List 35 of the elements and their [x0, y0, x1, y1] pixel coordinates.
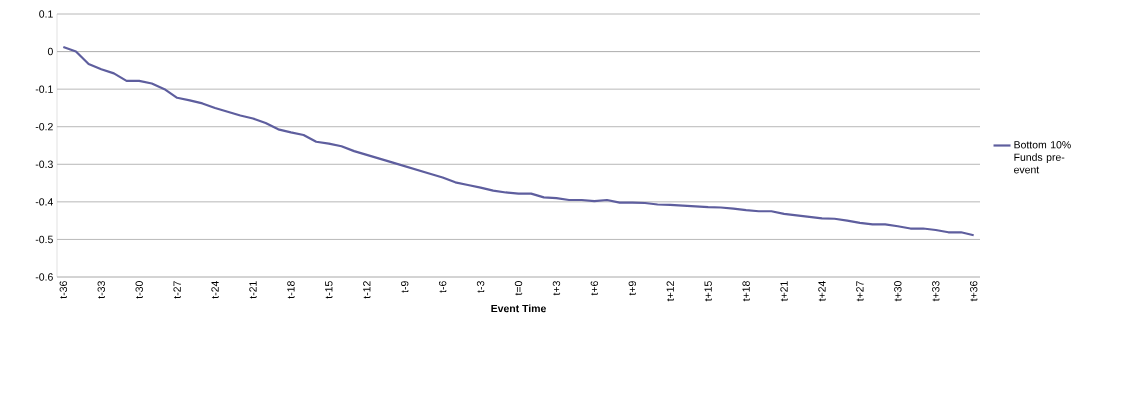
x-tick-label: t-21: [249, 281, 257, 299]
x-tick-label: t+18: [742, 281, 750, 302]
x-axis-title: Event Time: [491, 304, 546, 313]
x-tick-label: t+6: [590, 281, 599, 296]
x-tick-label: t-36: [59, 281, 68, 299]
x-tick-label: t-9: [401, 281, 409, 293]
legend-label: Bottom 10% Funds pre-event: [1014, 141, 1071, 174]
x-tick-label: t+12: [666, 281, 674, 302]
x-tick-label: t-27: [173, 281, 181, 299]
x-tick-label: t-6: [438, 281, 447, 293]
x-tick-label: t-15: [325, 281, 333, 299]
x-tick-label: t+24: [818, 281, 826, 302]
x-tick-label: t-24: [211, 281, 219, 299]
x-tick-label: t-18: [287, 281, 295, 299]
y-tick-label: 0: [47, 47, 53, 56]
x-tick-label: t+36: [969, 281, 978, 302]
x-tick-label: t-33: [97, 281, 105, 299]
x-tick-label: t-30: [135, 281, 143, 299]
x-tick-label: t+33: [932, 281, 940, 302]
y-tick-label: 0.1: [39, 10, 53, 18]
y-tick-label: -0.5: [35, 235, 53, 244]
x-tick-label: t+27: [856, 281, 864, 302]
y-tick-label: -0.3: [35, 160, 53, 168]
x-tick-label: t+21: [780, 281, 788, 302]
x-tick-label: t+15: [704, 281, 712, 302]
x-tick-label: t-3: [476, 281, 485, 293]
y-tick-label: -0.1: [35, 85, 53, 93]
x-tick-label: t=0: [514, 281, 523, 296]
y-tick-label: -0.6: [35, 273, 53, 281]
y-tick-label: -0.4: [35, 198, 53, 206]
x-tick-label: t-12: [363, 281, 371, 299]
x-tick-label: t+9: [628, 281, 637, 296]
x-tick-label: t+30: [894, 281, 902, 302]
y-tick-label: -0.2: [35, 123, 53, 131]
x-tick-label: t+3: [552, 281, 561, 296]
